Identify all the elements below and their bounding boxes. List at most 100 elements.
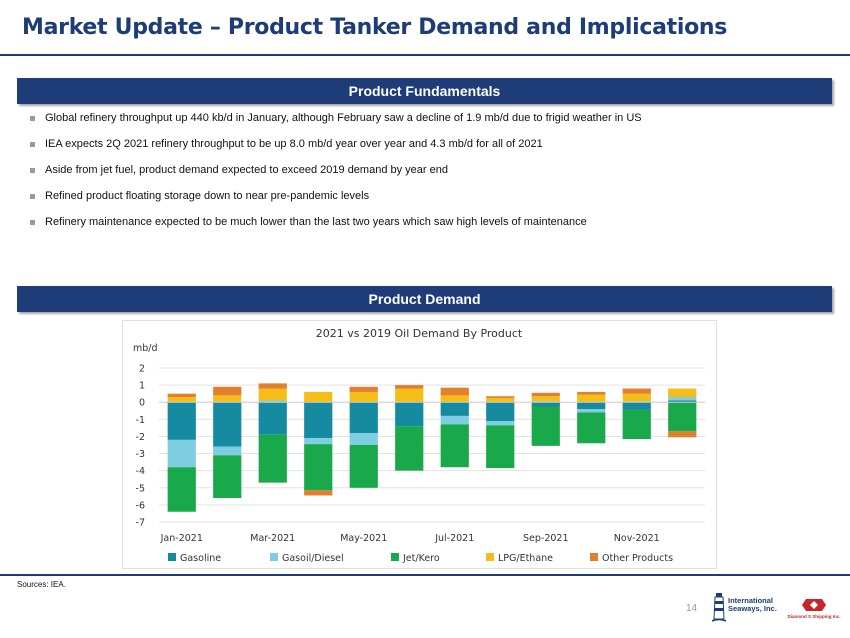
y-axis-label: mb/d [133,343,158,354]
bar-segment [440,424,469,468]
x-tick-label: Jul-2021 [434,533,474,544]
chart-svg: 2021 vs 2019 Oil Demand By Product mb/d 2 1… [133,327,705,564]
y-tick-label: -6 [136,500,145,511]
bar-segment [622,393,651,402]
bar-segment [304,490,333,496]
bar-segment [668,402,697,432]
bar-segment [349,445,378,488]
bar-segment [486,397,515,403]
product-fundamentals-header: Product Fundamentals [17,78,832,104]
y-tick-label: -5 [136,483,145,494]
bullet-item: Refinery maintenance expected to be much… [30,214,830,240]
bar-segment [213,455,242,499]
bar-segment [167,467,196,512]
bar-segment [349,433,378,445]
bar-segment [213,395,242,403]
x-tick-label: Jan-2021 [160,533,203,544]
bar-segment [577,391,606,395]
bar-segment [213,446,242,456]
bar-segment [622,388,651,394]
y-tick-label: 2 [139,364,145,375]
bar-segment [258,434,287,483]
legend-swatch [486,553,494,561]
bar-segment [486,402,515,422]
bullet-item: Global refinery throughput up 440 kb/d i… [30,110,830,136]
x-tick-label: Sep-2021 [523,533,569,544]
legend-label: Gasoil/Diesel [282,553,344,564]
bar-segment [349,391,378,403]
y-tick-label: -4 [136,466,145,477]
bar-segment [668,431,697,438]
fundamentals-bullet-list: Global refinery throughput up 440 kb/d i… [30,110,830,240]
bar-segment [668,397,697,401]
legend-label: Jet/Kero [402,553,440,564]
bar-segment [167,402,196,440]
bar-segment [258,383,287,389]
diamond-s-text: Diamond S Shipping Inc. [787,614,841,619]
bar-segment [440,395,469,403]
bar-segment [668,400,697,403]
bar-segment [304,444,333,491]
bar-segment [486,396,515,398]
legend-swatch [270,553,278,561]
sources-note: Sources: IEA. [17,580,66,589]
bar-segment [258,400,287,403]
bar-segment [531,402,560,407]
product-demand-header: Product Demand [17,286,832,312]
bar-segment [622,402,651,410]
x-tick-label: Mar-2021 [250,533,295,544]
bar-segment [167,397,196,403]
bar-segment [531,406,560,446]
bar-segment [668,388,697,398]
bar-segment [622,409,651,440]
bar-segment [486,425,515,469]
bar-segment [440,415,469,425]
bar-segment [213,402,242,447]
bar-segment [304,438,333,445]
legend-swatch [168,553,176,561]
bar-segment [304,402,333,439]
bar-segment [167,439,196,468]
legend-label: LPG/Ethane [498,553,553,564]
bar-segment [213,386,242,396]
logo-line1: International [728,596,774,605]
y-tick-label: -7 [136,518,145,529]
bullet-item: Aside from jet fuel, product demand expe… [30,162,830,188]
international-seaways-logo: International Seaways, Inc. [711,587,782,627]
y-tick-label: -2 [136,432,145,443]
bar-segment [440,387,469,396]
title-rule [0,54,850,56]
page-number: 14 [686,603,698,614]
logo-line2: Seaways, Inc. [728,604,777,613]
y-tick-label: 0 [139,398,145,409]
diamond-flag-icon [802,599,826,611]
bar-segment [395,388,424,403]
bar-segment [577,409,606,413]
bar-segment [349,386,378,392]
bar-segment [577,394,606,403]
y-tick-label: -3 [136,449,145,460]
bar-segment [258,388,287,401]
bar-segment [486,421,515,426]
legend-swatch [391,553,399,561]
diamond-s-logo: Diamond S Shipping Inc. [784,597,844,625]
y-tick-label: 1 [139,381,145,392]
bar-segment [395,402,424,427]
bar-segment [395,385,424,389]
bar-segment [577,402,606,410]
bar-segment [395,426,424,471]
y-tick-label: -1 [136,415,145,426]
legend-label: Other Products [602,553,673,564]
bar-segment [304,391,333,403]
bar-segment [258,402,287,435]
bullet-item: IEA expects 2Q 2021 refinery throughput … [30,136,830,162]
bar-segment [440,402,469,416]
x-tick-label: May-2021 [340,533,387,544]
bar-segment [167,393,196,398]
bar-segment [577,412,606,444]
footer-rule [0,574,850,576]
chart-title: 2021 vs 2019 Oil Demand By Product [316,327,523,340]
lighthouse-icon [711,593,727,622]
bar-segment [349,402,378,434]
bullet-item: Refined product floating storage down to… [30,188,830,214]
